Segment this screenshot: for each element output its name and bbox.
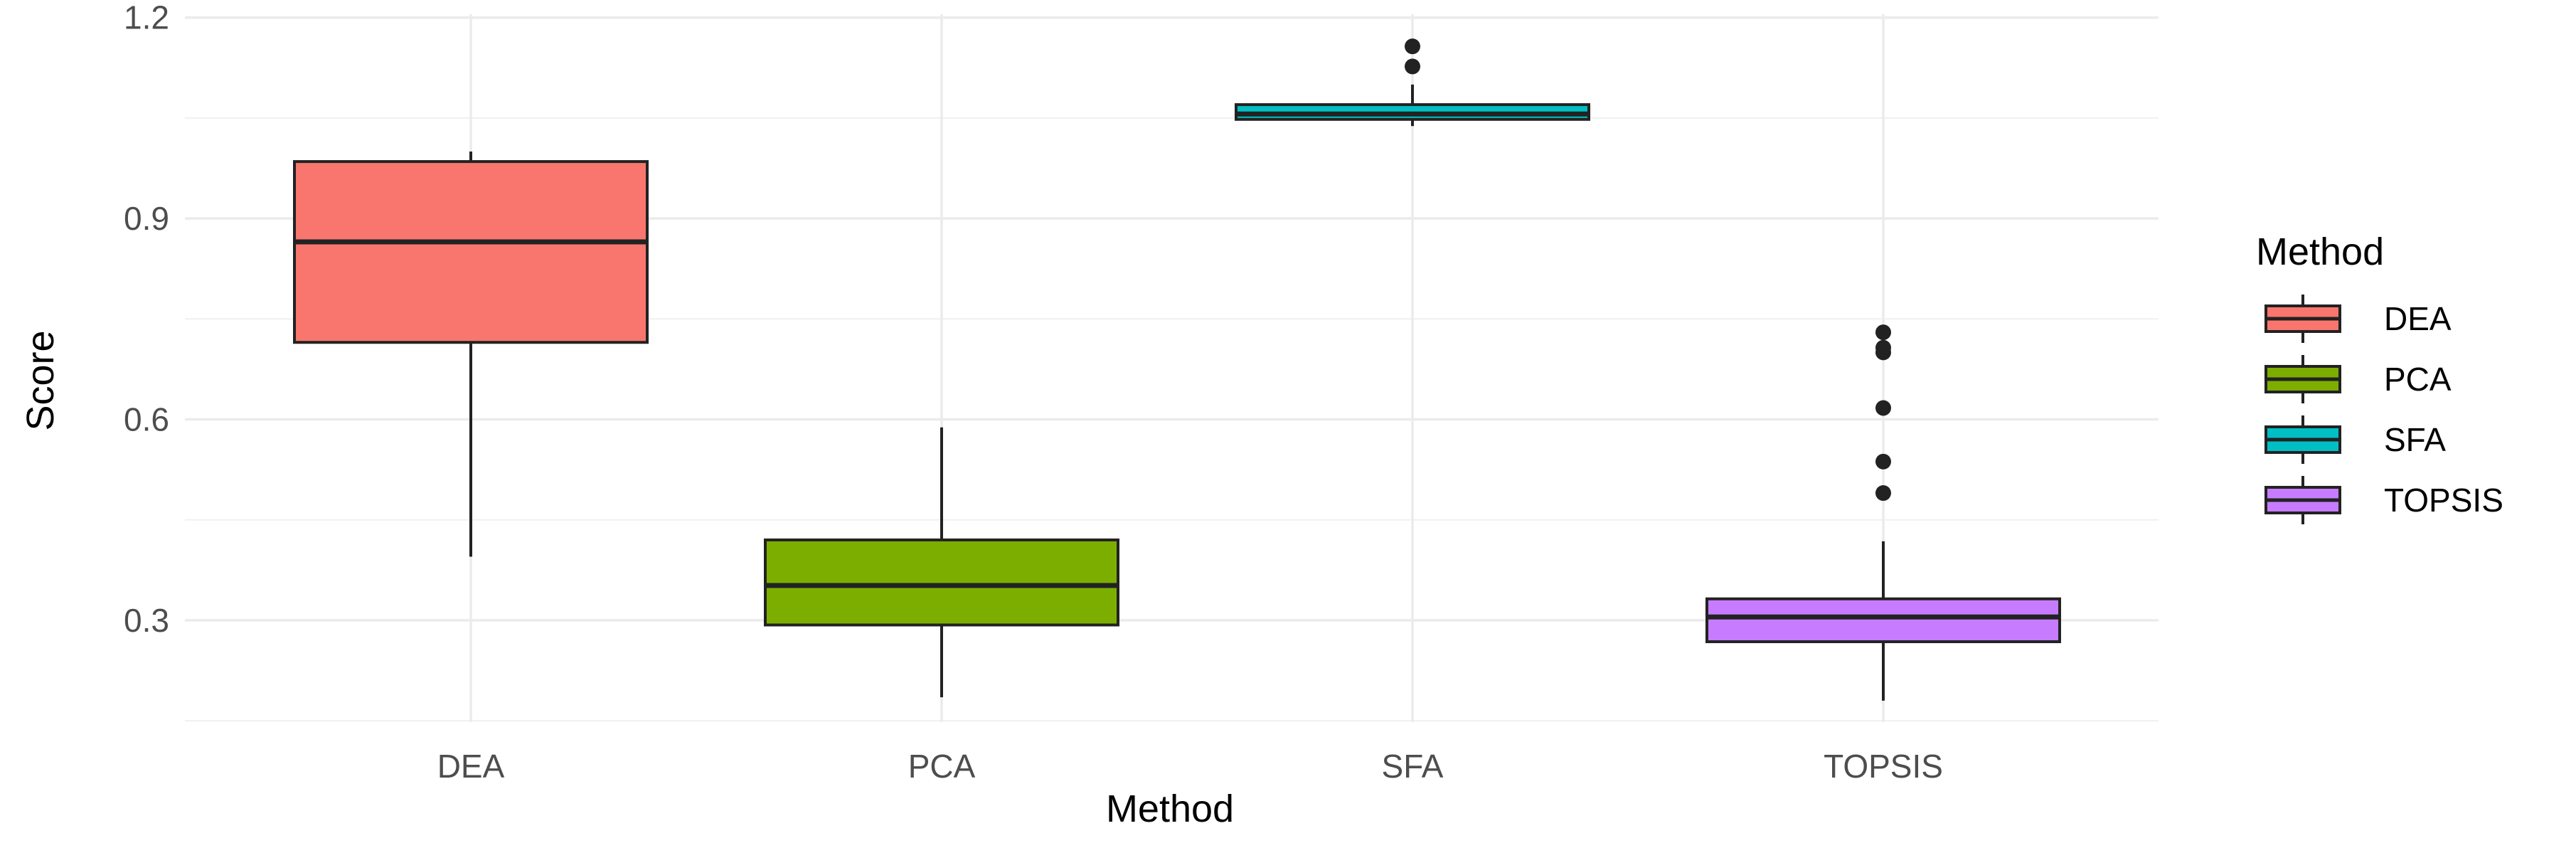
boxes <box>293 38 2061 701</box>
legend-label: PCA <box>2384 361 2452 398</box>
outlier-point <box>1405 38 1420 55</box>
x-tick-label: TOPSIS <box>1824 748 1943 785</box>
y-axis-title: Score <box>19 330 62 430</box>
x-tick-label: DEA <box>437 748 505 785</box>
x-tick-label: SFA <box>1382 748 1444 785</box>
legend-label: SFA <box>2384 421 2446 458</box>
y-tick-label: 1.2 <box>124 0 169 36</box>
y-tick-label: 0.6 <box>124 401 169 438</box>
outlier-point <box>1405 58 1420 75</box>
box-sfa <box>1235 38 1590 127</box>
x-tick-label: PCA <box>908 748 976 785</box>
legend-item-sfa: SFA <box>2264 415 2446 464</box>
legend-label: TOPSIS <box>2384 482 2503 519</box>
box-iqr <box>764 538 1119 627</box>
outlier-point <box>1875 324 1891 341</box>
box-iqr <box>1705 597 2061 644</box>
x-tick-labels: DEA PCA SFA TOPSIS <box>437 748 1943 785</box>
outlier-point <box>1875 453 1891 470</box>
legend-item-pca: PCA <box>2264 355 2452 403</box>
legend-item-dea: DEA <box>2264 295 2452 343</box>
legend-label: DEA <box>2384 300 2452 337</box>
legend-title: Method <box>2256 230 2384 273</box>
outlier-point <box>1875 400 1891 416</box>
y-tick-label: 0.3 <box>124 602 169 639</box>
x-axis-title: Method <box>1106 788 1234 830</box>
legend: Method DEA PCA SFA TOPSIS <box>2256 230 2503 524</box>
box-dea <box>293 151 649 557</box>
legend-item-topsis: TOPSIS <box>2264 476 2503 524</box>
outlier-point <box>1875 339 1891 356</box>
outlier-point <box>1875 485 1891 502</box>
y-tick-label: 0.9 <box>124 200 169 237</box>
box-pca <box>764 427 1119 698</box>
y-tick-labels: 0.3 0.6 0.9 1.2 <box>124 0 169 639</box>
box-iqr <box>293 160 649 344</box>
box-topsis <box>1705 324 2061 701</box>
